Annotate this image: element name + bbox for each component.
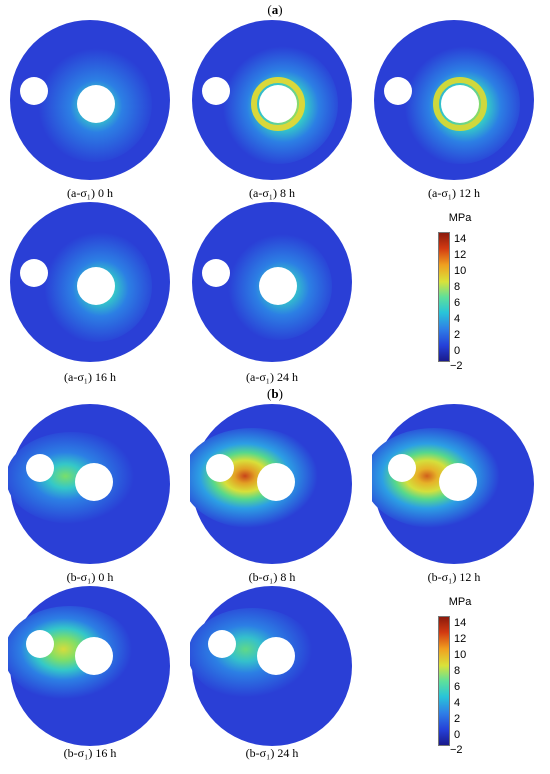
panel-b-24h: (b-σ₁) 24 h — [182, 584, 362, 774]
panel-b-0h: (b-σ₁) 0 h — [0, 402, 180, 592]
panel-caption: (b-σ₁) 16 h — [63, 746, 117, 760]
stress-field-image — [10, 20, 170, 180]
section-a-title: (a) — [267, 2, 283, 17]
colorbar-tick: 2 — [454, 713, 461, 725]
stress-field-image — [192, 20, 352, 180]
panel-b-12h: (b-σ₁) 12 h — [364, 402, 544, 592]
colorbar-tick: 12 — [454, 249, 467, 261]
panel-caption: (a-σ₁) 0 h — [67, 186, 113, 200]
panel-caption: (a-σ₁) 12 h — [428, 186, 480, 200]
panel-b-16h: (b-σ₁) 16 h — [0, 584, 180, 774]
panel-caption: (b-σ₁) 0 h — [66, 570, 114, 584]
stress-field-image — [8, 586, 170, 746]
colorbar-tick: 14 — [454, 617, 467, 629]
colorbar-tick: 14 — [454, 233, 467, 245]
panel-caption: (a-σ₁) 16 h — [64, 370, 116, 384]
panel-caption: (b-σ₁) 8 h — [248, 570, 296, 584]
colorbar-tick: 2 — [454, 329, 461, 341]
colorbar-a: MPa 14 12 10 8 6 4 2 0 −2 — [430, 212, 510, 372]
colorbar-tick: 10 — [454, 649, 467, 661]
colorbar-gradient — [438, 232, 450, 362]
colorbar-tick: 6 — [454, 297, 461, 309]
stress-field-image — [372, 404, 534, 564]
stress-field-image — [374, 20, 534, 180]
panel-a-8h: (a-σ₁) 8 h — [182, 18, 362, 208]
stress-field-image — [190, 586, 352, 746]
stress-field-image — [192, 202, 352, 362]
colorbar-tick: 4 — [454, 313, 461, 325]
panel-caption: (a-σ₁) 24 h — [246, 370, 298, 384]
colorbar-tick: 8 — [454, 281, 461, 293]
colorbar-tick: 10 — [454, 265, 467, 277]
colorbar-gradient — [438, 616, 450, 746]
colorbar-tick: 12 — [454, 633, 467, 645]
colorbar-tick: −2 — [450, 744, 463, 756]
panel-a-24h: (a-σ₁) 24 h — [182, 200, 362, 390]
panel-caption: (a-σ₁) 8 h — [249, 186, 295, 200]
panel-a-0h: (a-σ₁) 0 h — [0, 18, 180, 208]
colorbar-tick: 0 — [454, 729, 461, 741]
colorbar-unit: MPa — [448, 596, 472, 608]
colorbar-tick: 8 — [454, 665, 461, 677]
panel-caption: (b-σ₁) 24 h — [245, 746, 299, 760]
panel-a-12h: (a-σ₁) 12 h — [364, 18, 544, 208]
panel-b-8h: (b-σ₁) 8 h — [182, 402, 362, 592]
colorbar-tick: 0 — [454, 345, 461, 357]
colorbar-tick: 6 — [454, 681, 461, 693]
colorbar-tick: 4 — [454, 697, 461, 709]
colorbar-b: MPa 14 12 10 8 6 4 2 0 −2 — [430, 596, 510, 756]
colorbar-tick: −2 — [450, 360, 463, 372]
section-b-title: (b) — [267, 386, 283, 401]
stress-field-image — [8, 404, 170, 564]
panel-caption: (b-σ₁) 12 h — [427, 570, 481, 584]
colorbar-unit: MPa — [448, 212, 472, 224]
panel-a-16h: (a-σ₁) 16 h — [0, 200, 180, 390]
stress-field-image — [190, 404, 352, 564]
stress-field-image — [10, 202, 170, 362]
